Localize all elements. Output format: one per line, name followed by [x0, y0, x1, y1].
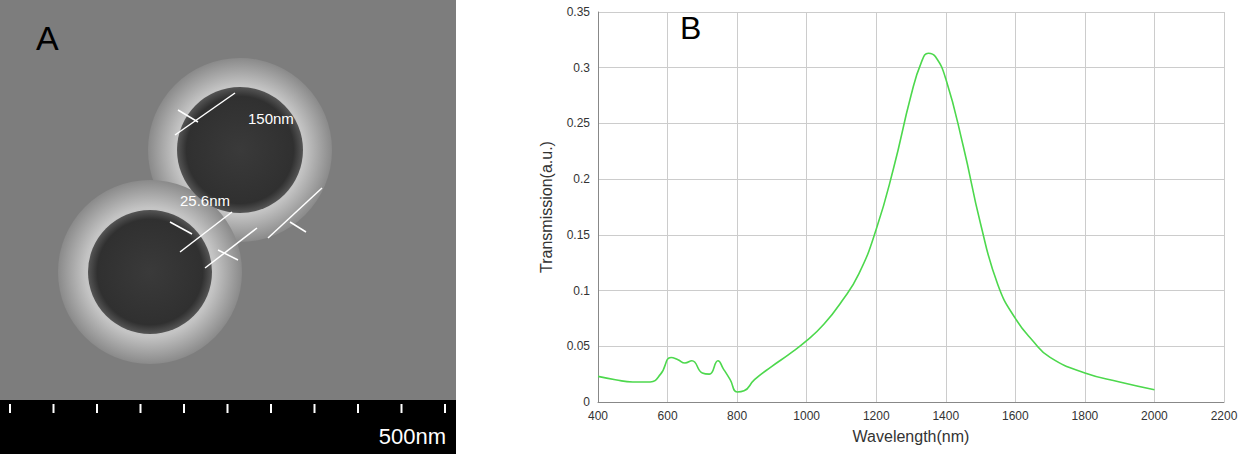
svg-text:2000: 2000: [1141, 409, 1168, 423]
svg-text:2200: 2200: [1211, 409, 1238, 423]
svg-text:400: 400: [588, 409, 608, 423]
svg-text:Wavelength(nm): Wavelength(nm): [853, 428, 970, 445]
svg-text:25.6nm: 25.6nm: [180, 192, 230, 209]
svg-text:A: A: [36, 19, 59, 57]
svg-text:800: 800: [727, 409, 747, 423]
svg-text:B: B: [680, 10, 701, 46]
svg-text:0.25: 0.25: [567, 116, 591, 130]
svg-text:1000: 1000: [793, 409, 820, 423]
svg-text:150nm: 150nm: [248, 110, 294, 127]
svg-text:0.3: 0.3: [573, 61, 590, 75]
svg-text:0.1: 0.1: [573, 284, 590, 298]
svg-text:Transmission(a.u.): Transmission(a.u.): [538, 141, 555, 273]
svg-text:0.35: 0.35: [567, 5, 591, 19]
svg-text:0.2: 0.2: [573, 172, 590, 186]
svg-text:1200: 1200: [863, 409, 890, 423]
svg-text:600: 600: [658, 409, 678, 423]
svg-text:0: 0: [583, 395, 590, 409]
svg-text:1800: 1800: [1072, 409, 1099, 423]
svg-text:500nm: 500nm: [379, 424, 446, 449]
svg-text:0.05: 0.05: [567, 339, 591, 353]
svg-text:1600: 1600: [1002, 409, 1029, 423]
svg-text:1400: 1400: [932, 409, 959, 423]
svg-text:0.15: 0.15: [567, 228, 591, 242]
